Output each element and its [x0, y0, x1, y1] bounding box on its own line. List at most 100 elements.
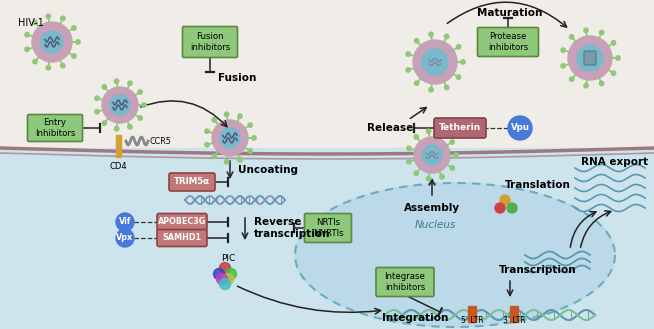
Text: Translation: Translation: [505, 180, 571, 190]
Circle shape: [454, 153, 458, 157]
Circle shape: [422, 49, 448, 75]
Circle shape: [222, 273, 233, 285]
Circle shape: [72, 54, 76, 58]
Circle shape: [220, 279, 230, 290]
Text: Maturation: Maturation: [477, 8, 543, 18]
Circle shape: [508, 116, 532, 140]
Bar: [116, 135, 121, 157]
Text: NRTIs
NNRTIs: NRTIs NNRTIs: [313, 218, 343, 238]
Bar: [0, 148, 654, 329]
Circle shape: [439, 131, 444, 135]
Circle shape: [220, 128, 240, 148]
Circle shape: [461, 60, 465, 64]
Circle shape: [114, 127, 119, 131]
Circle shape: [415, 38, 419, 43]
Circle shape: [224, 160, 229, 164]
Circle shape: [216, 273, 228, 285]
Text: Protease
inhibitors: Protease inhibitors: [488, 32, 528, 52]
Text: Reverse
transcription: Reverse transcription: [254, 217, 330, 239]
Circle shape: [500, 195, 510, 205]
Circle shape: [110, 95, 130, 115]
Circle shape: [212, 154, 216, 158]
Circle shape: [248, 123, 252, 127]
Text: CD4: CD4: [109, 162, 127, 171]
Text: Fusion: Fusion: [218, 73, 256, 83]
Text: Integrase
inhibitors: Integrase inhibitors: [385, 272, 426, 292]
Circle shape: [138, 90, 143, 94]
Bar: [0, 0, 654, 148]
Circle shape: [407, 146, 411, 150]
Text: Integration: Integration: [382, 313, 448, 323]
Circle shape: [114, 79, 119, 84]
Text: APOBEC3G: APOBEC3G: [158, 217, 206, 226]
Circle shape: [406, 52, 410, 56]
Circle shape: [102, 87, 138, 123]
Circle shape: [414, 135, 419, 139]
Text: Vpu: Vpu: [511, 123, 530, 133]
Circle shape: [570, 77, 574, 81]
Circle shape: [507, 203, 517, 213]
Circle shape: [406, 68, 410, 72]
Text: Transcription: Transcription: [499, 265, 577, 275]
Circle shape: [33, 20, 37, 25]
Circle shape: [561, 64, 565, 68]
Text: Entry
Inhibitors: Entry Inhibitors: [35, 118, 75, 138]
Text: PIC: PIC: [221, 254, 235, 263]
Circle shape: [456, 75, 461, 79]
Circle shape: [600, 30, 604, 35]
FancyBboxPatch shape: [157, 214, 207, 231]
Circle shape: [426, 129, 431, 134]
Circle shape: [413, 40, 457, 84]
FancyBboxPatch shape: [376, 267, 434, 296]
Circle shape: [142, 103, 146, 107]
Text: Uncoating: Uncoating: [238, 165, 298, 175]
Circle shape: [116, 229, 134, 247]
Circle shape: [600, 81, 604, 86]
FancyBboxPatch shape: [584, 51, 596, 65]
Circle shape: [445, 85, 449, 90]
Bar: [510, 306, 518, 322]
FancyBboxPatch shape: [434, 118, 486, 138]
Circle shape: [46, 14, 50, 18]
Text: Assembly: Assembly: [404, 203, 460, 213]
Circle shape: [577, 45, 603, 71]
Circle shape: [570, 35, 574, 39]
Circle shape: [611, 71, 616, 75]
Text: Release: Release: [367, 123, 413, 133]
Bar: [468, 306, 476, 322]
Circle shape: [102, 121, 107, 125]
Circle shape: [25, 33, 29, 37]
Circle shape: [102, 85, 107, 89]
FancyBboxPatch shape: [27, 114, 82, 141]
Text: TRIM5α: TRIM5α: [174, 178, 210, 187]
Circle shape: [32, 22, 72, 62]
Circle shape: [456, 45, 461, 49]
Circle shape: [445, 34, 449, 39]
Circle shape: [248, 149, 252, 153]
Circle shape: [61, 16, 65, 20]
Circle shape: [414, 171, 419, 175]
Circle shape: [76, 40, 80, 44]
Circle shape: [138, 116, 143, 120]
Circle shape: [450, 166, 455, 170]
Circle shape: [226, 268, 237, 280]
Text: 5' LTR: 5' LTR: [460, 316, 483, 325]
Circle shape: [212, 120, 248, 156]
Circle shape: [33, 60, 37, 64]
Text: Tetherin: Tetherin: [439, 123, 481, 133]
Text: RNA export: RNA export: [581, 157, 648, 167]
Circle shape: [205, 129, 209, 134]
Circle shape: [220, 263, 230, 273]
FancyBboxPatch shape: [182, 27, 237, 58]
Circle shape: [72, 26, 76, 30]
Circle shape: [422, 145, 442, 165]
Ellipse shape: [295, 183, 615, 327]
Circle shape: [212, 118, 216, 122]
Circle shape: [95, 96, 99, 100]
Circle shape: [429, 88, 433, 92]
Circle shape: [238, 114, 242, 118]
Text: Vpx: Vpx: [116, 234, 133, 242]
Text: Nucleus: Nucleus: [415, 220, 456, 230]
Circle shape: [252, 136, 256, 140]
FancyBboxPatch shape: [169, 173, 215, 191]
